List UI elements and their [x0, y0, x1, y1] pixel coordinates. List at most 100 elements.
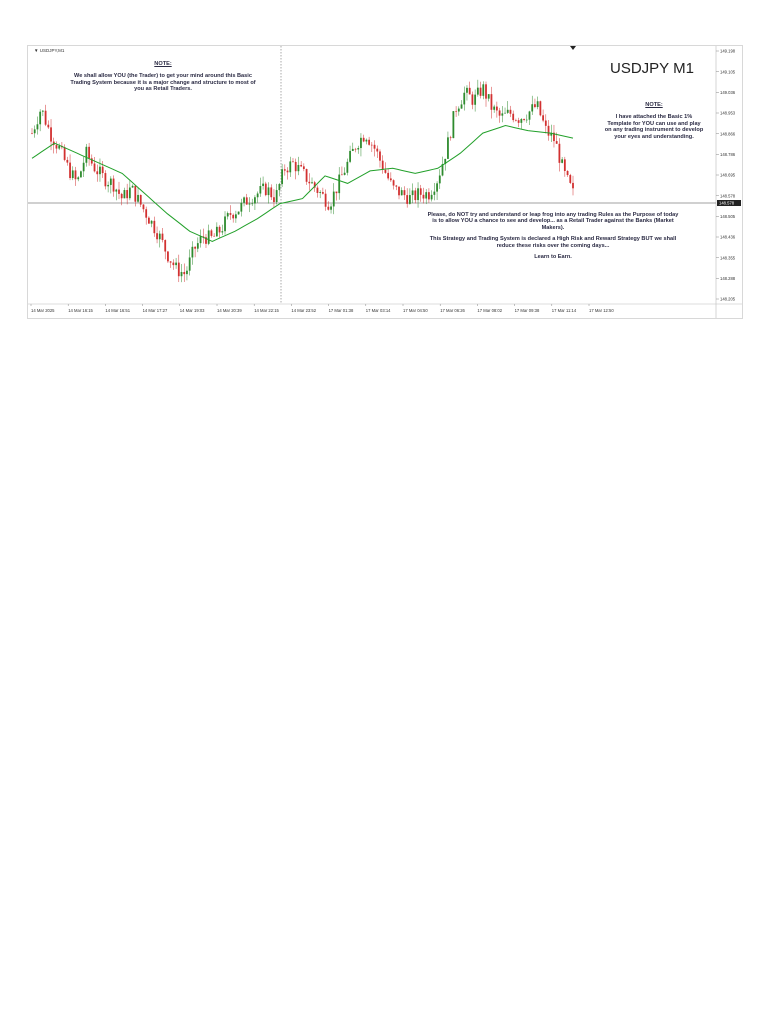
- time-tick-label: 14 Mar 16:51: [105, 308, 130, 313]
- candle-body: [351, 148, 354, 151]
- candle-body: [547, 125, 550, 136]
- candle-body: [555, 141, 558, 144]
- candle-body: [55, 145, 58, 149]
- candle-body: [297, 164, 300, 172]
- candle-body: [237, 211, 240, 215]
- candle-body: [379, 151, 381, 161]
- candle-body: [387, 172, 390, 179]
- candle-body: [498, 110, 501, 116]
- candle-body: [523, 119, 525, 120]
- candle-body: [444, 158, 447, 165]
- note-right: NOTE: I have attached the Basic 1% Templ…: [604, 102, 704, 145]
- candle-body: [224, 216, 226, 232]
- note-bottom: Please, do NOT try and understand or lea…: [426, 212, 680, 265]
- price-tick-label: 148.786: [720, 152, 736, 157]
- candle-body: [332, 191, 335, 207]
- candle-body: [319, 192, 322, 193]
- candle-body: [539, 101, 542, 116]
- candle-body: [449, 137, 452, 139]
- time-tick-label: 17 Mar 03:14: [366, 308, 391, 313]
- candle-body: [360, 137, 362, 149]
- candle-body: [395, 185, 398, 187]
- time-tick-label: 17 Mar 04:50: [403, 308, 428, 313]
- price-tick-label: 148.436: [720, 235, 736, 240]
- candle-body: [525, 119, 528, 121]
- candle-body: [137, 194, 139, 202]
- candle-body: [302, 166, 305, 170]
- candle-body: [531, 104, 534, 112]
- chart-panel[interactable]: 149.198 149.105 149.036 148.953 148.866 148.7…: [27, 45, 743, 319]
- chart-title: USDJPY M1: [610, 60, 694, 77]
- candle-body: [33, 129, 36, 134]
- candle-body: [354, 148, 357, 150]
- time-tick-label: 17 Mar 08:02: [477, 308, 502, 313]
- candle-body: [487, 94, 490, 99]
- candle-body: [145, 209, 148, 218]
- candle-body: [194, 246, 197, 249]
- current-price-label: 148.578: [719, 201, 735, 206]
- time-tick-label: 14 Mar 2025: [31, 308, 55, 313]
- candle-body: [112, 178, 115, 192]
- candle-body: [376, 148, 379, 152]
- candle-body: [31, 133, 33, 134]
- candle-body: [213, 235, 216, 237]
- candle-body: [205, 237, 207, 244]
- time-tick-label: 14 Mar 17:27: [143, 308, 168, 313]
- price-tick-label: 148.578: [720, 193, 736, 198]
- candle-body: [327, 206, 330, 210]
- candle-body: [99, 166, 101, 175]
- candle-body: [169, 261, 172, 263]
- candle-body: [381, 160, 384, 170]
- candle-body: [207, 230, 210, 244]
- current-price-box: [717, 200, 741, 206]
- note-left-heading: NOTE:: [154, 61, 172, 67]
- candle-body: [142, 204, 145, 210]
- candle-body: [66, 159, 69, 163]
- note-right-heading: NOTE:: [645, 102, 663, 108]
- time-tick-label: 14 Mar 16:15: [68, 308, 93, 313]
- candle-body: [457, 108, 460, 112]
- candle-body: [485, 84, 487, 99]
- candle-body: [36, 124, 39, 130]
- candle-body: [501, 113, 504, 116]
- time-tick-label: 14 Mar 22:15: [254, 308, 279, 313]
- candle-body: [215, 226, 218, 237]
- price-tick-label: 148.695: [720, 173, 736, 178]
- candle-body: [58, 145, 61, 149]
- candle-body: [406, 195, 409, 204]
- candle-body: [384, 169, 387, 173]
- candle-body: [80, 171, 82, 178]
- candle-body: [419, 188, 422, 195]
- candle-body: [199, 236, 202, 244]
- candle-body: [188, 257, 191, 271]
- candle-body: [115, 189, 118, 192]
- candle-body: [226, 213, 229, 217]
- candle-body: [373, 144, 376, 149]
- candle-body: [292, 161, 294, 163]
- candle-body: [88, 146, 90, 159]
- price-tick-label: 149.105: [720, 69, 736, 74]
- candle-body: [267, 187, 270, 196]
- candle-body: [82, 162, 85, 172]
- candle-body: [466, 87, 468, 93]
- candle-body: [474, 94, 477, 105]
- candle-body: [180, 272, 183, 277]
- candle-body: [428, 192, 430, 200]
- candle-body: [270, 187, 273, 198]
- candle-body: [262, 183, 264, 187]
- candle-body: [286, 170, 289, 173]
- candle-body: [479, 87, 482, 96]
- candle-body: [558, 143, 561, 163]
- candle-body: [134, 185, 137, 202]
- candle-body: [515, 120, 517, 121]
- candle-body: [289, 161, 292, 173]
- candle-body: [120, 193, 123, 199]
- candle-body: [39, 111, 42, 125]
- candle-body: [436, 183, 438, 192]
- candle-body: [93, 163, 96, 172]
- candle-body: [517, 120, 520, 123]
- candle-body: [403, 190, 406, 196]
- candle-body: [264, 183, 267, 196]
- time-tick-label: 17 Mar 12:50: [589, 308, 614, 313]
- price-chart[interactable]: 149.198 149.105 149.036 148.953 148.866 148.7…: [28, 46, 742, 318]
